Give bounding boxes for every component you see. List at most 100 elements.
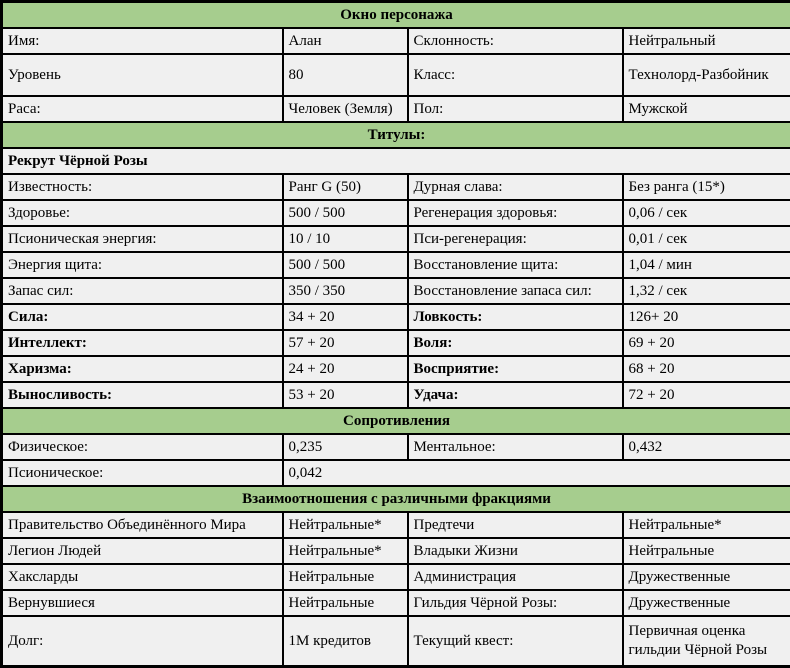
label-cell: Долг: bbox=[2, 616, 283, 667]
value-cell: 1М кредитов bbox=[283, 616, 408, 667]
value-cell: 68 + 20 bbox=[623, 356, 790, 382]
table-row-section-header: Сопротивления bbox=[2, 408, 790, 434]
attribute-label-cell: Ловкость: bbox=[408, 304, 623, 330]
table-row: Физическое: 0,235 Ментальное: 0,432 bbox=[2, 434, 790, 460]
value-cell: 24 + 20 bbox=[283, 356, 408, 382]
table-row: Легион Людей Нейтральные* Владыки Жизни … bbox=[2, 538, 790, 564]
faction-name-cell: Администрация bbox=[408, 564, 623, 590]
label-cell: Дурная слава: bbox=[408, 174, 623, 200]
table-row: Уровень 80 Класс: Технолорд-Разбойник bbox=[2, 54, 790, 96]
attribute-label-cell: Сила: bbox=[2, 304, 283, 330]
value-cell: 69 + 20 bbox=[623, 330, 790, 356]
table-row: Правительство Объединённого Мира Нейтрал… bbox=[2, 512, 790, 538]
title-entry-cell: Рекрут Чёрной Розы bbox=[2, 148, 790, 174]
table-row: Раса: Человек (Земля) Пол: Мужской bbox=[2, 96, 790, 122]
label-cell: Восстановление щита: bbox=[408, 252, 623, 278]
attribute-label-cell: Интеллект: bbox=[2, 330, 283, 356]
faction-name-cell: Вернувшиеся bbox=[2, 590, 283, 616]
label-cell: Раса: bbox=[2, 96, 283, 122]
table-row-section-header: Окно персонажа bbox=[2, 2, 790, 29]
attribute-label-cell: Восприятие: bbox=[408, 356, 623, 382]
value-cell: 0,042 bbox=[283, 460, 790, 486]
label-cell: Восстановление запаса сил: bbox=[408, 278, 623, 304]
label-cell: Имя: bbox=[2, 28, 283, 54]
value-cell: 0,235 bbox=[283, 434, 408, 460]
table-row: Псионическая энергия: 10 / 10 Пси-регене… bbox=[2, 226, 790, 252]
table-row: Псионическое: 0,042 bbox=[2, 460, 790, 486]
label-cell: Пси-регенерация: bbox=[408, 226, 623, 252]
faction-status-cell: Нейтральные* bbox=[283, 512, 408, 538]
label-cell: Здоровье: bbox=[2, 200, 283, 226]
table-row: Известность: Ранг G (50) Дурная слава: Б… bbox=[2, 174, 790, 200]
table-row: Выносливость: 53 + 20 Удача: 72 + 20 bbox=[2, 382, 790, 408]
faction-name-cell: Владыки Жизни bbox=[408, 538, 623, 564]
table-row-section-header: Взаимоотношения с различными фракциями bbox=[2, 486, 790, 512]
attribute-label-cell: Выносливость: bbox=[2, 382, 283, 408]
attribute-label-cell: Харизма: bbox=[2, 356, 283, 382]
section-header-resistances: Сопротивления bbox=[2, 408, 790, 434]
section-header-titles: Титулы: bbox=[2, 122, 790, 148]
value-cell: 350 / 350 bbox=[283, 278, 408, 304]
table-row-section-header: Титулы: bbox=[2, 122, 790, 148]
value-cell: Человек (Земля) bbox=[283, 96, 408, 122]
faction-name-cell: Предтечи bbox=[408, 512, 623, 538]
value-cell: Нейтральный bbox=[623, 28, 790, 54]
faction-status-cell: Нейтральные bbox=[623, 538, 790, 564]
value-cell: 500 / 500 bbox=[283, 252, 408, 278]
faction-status-cell: Дружественные bbox=[623, 564, 790, 590]
value-cell: 0,01 / сек bbox=[623, 226, 790, 252]
label-cell: Псионическое: bbox=[2, 460, 283, 486]
label-cell: Запас сил: bbox=[2, 278, 283, 304]
faction-status-cell: Дружественные bbox=[623, 590, 790, 616]
label-cell: Регенерация здоровья: bbox=[408, 200, 623, 226]
value-cell: 80 bbox=[283, 54, 408, 96]
table-row: Имя: Алан Склонность: Нейтральный bbox=[2, 28, 790, 54]
value-cell: 126+ 20 bbox=[623, 304, 790, 330]
faction-status-cell: Нейтральные* bbox=[623, 512, 790, 538]
label-cell: Энергия щита: bbox=[2, 252, 283, 278]
label-cell: Текущий квест: bbox=[408, 616, 623, 667]
table-row: Сила: 34 + 20 Ловкость: 126+ 20 bbox=[2, 304, 790, 330]
table-row: Харизма: 24 + 20 Восприятие: 68 + 20 bbox=[2, 356, 790, 382]
faction-status-cell: Нейтральные bbox=[283, 564, 408, 590]
table-row: Интеллект: 57 + 20 Воля: 69 + 20 bbox=[2, 330, 790, 356]
table-row: Запас сил: 350 / 350 Восстановление запа… bbox=[2, 278, 790, 304]
value-cell: 34 + 20 bbox=[283, 304, 408, 330]
value-cell: Первичная оценка гильдии Чёрной Розы bbox=[623, 616, 790, 667]
label-cell: Физическое: bbox=[2, 434, 283, 460]
value-cell: 72 + 20 bbox=[623, 382, 790, 408]
label-cell: Уровень bbox=[2, 54, 283, 96]
label-cell: Класс: bbox=[408, 54, 623, 96]
label-cell: Псионическая энергия: bbox=[2, 226, 283, 252]
label-cell: Склонность: bbox=[408, 28, 623, 54]
label-cell: Ментальное: bbox=[408, 434, 623, 460]
table-row: Энергия щита: 500 / 500 Восстановление щ… bbox=[2, 252, 790, 278]
value-cell: 53 + 20 bbox=[283, 382, 408, 408]
faction-status-cell: Нейтральные* bbox=[283, 538, 408, 564]
value-cell: 1,32 / сек bbox=[623, 278, 790, 304]
value-cell: Алан bbox=[283, 28, 408, 54]
table-row: Рекрут Чёрной Розы bbox=[2, 148, 790, 174]
value-cell: Ранг G (50) bbox=[283, 174, 408, 200]
value-cell: 0,06 / сек bbox=[623, 200, 790, 226]
faction-name-cell: Легион Людей bbox=[2, 538, 283, 564]
value-cell: Без ранга (15*) bbox=[623, 174, 790, 200]
section-header-character-window: Окно персонажа bbox=[2, 2, 790, 29]
faction-name-cell: Хаксларды bbox=[2, 564, 283, 590]
label-cell: Известность: bbox=[2, 174, 283, 200]
faction-name-cell: Правительство Объединённого Мира bbox=[2, 512, 283, 538]
value-cell: Мужской bbox=[623, 96, 790, 122]
section-header-factions: Взаимоотношения с различными фракциями bbox=[2, 486, 790, 512]
label-cell: Пол: bbox=[408, 96, 623, 122]
value-cell: 57 + 20 bbox=[283, 330, 408, 356]
table-row: Хаксларды Нейтральные Администрация Друж… bbox=[2, 564, 790, 590]
faction-status-cell: Нейтральные bbox=[283, 590, 408, 616]
table-row: Здоровье: 500 / 500 Регенерация здоровья… bbox=[2, 200, 790, 226]
faction-name-cell: Гильдия Чёрной Розы: bbox=[408, 590, 623, 616]
table-row: Вернувшиеся Нейтральные Гильдия Чёрной Р… bbox=[2, 590, 790, 616]
attribute-label-cell: Удача: bbox=[408, 382, 623, 408]
value-cell: Технолорд-Разбойник bbox=[623, 54, 790, 96]
value-cell: 1,04 / мин bbox=[623, 252, 790, 278]
value-cell: 500 / 500 bbox=[283, 200, 408, 226]
